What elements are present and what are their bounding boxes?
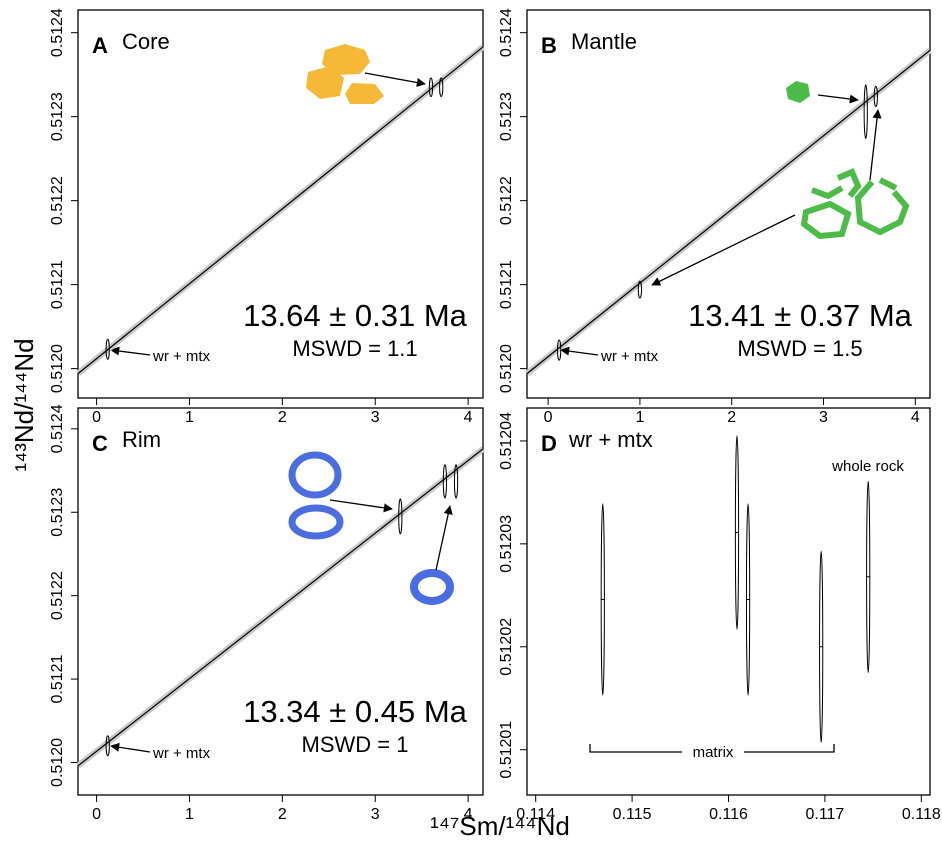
mswd: MSWD = 1.1	[292, 336, 417, 361]
decorations	[110, 44, 910, 753]
y-tick-label: 0.5122	[49, 571, 66, 620]
plot-frame	[526, 9, 931, 399]
y-tick-label: 0.51204	[498, 412, 515, 470]
age: 13.41 ± 0.37 Ma	[688, 298, 913, 333]
x-tick-label: 3	[819, 409, 828, 426]
x-tick-label: 3	[371, 806, 380, 823]
panel-title: Mantle	[571, 29, 637, 54]
panel-label: B	[541, 33, 557, 58]
mswd: MSWD = 1.5	[737, 336, 862, 361]
x-tick-label: 2	[278, 409, 287, 426]
y-tick-label: 0.5124	[498, 8, 515, 57]
y-tick-label: 0.51202	[498, 618, 515, 676]
error-ellipse	[398, 498, 403, 535]
x-tick-label: 1	[185, 409, 194, 426]
y-tick-label: 0.5121	[498, 260, 515, 309]
x-tick-label: 4	[911, 409, 920, 426]
panel-label: D	[541, 431, 557, 456]
age: 13.34 ± 0.45 Ma	[243, 694, 468, 729]
x-tick-label: 1	[185, 806, 194, 823]
x-tick-label: 0.116	[709, 806, 748, 823]
y-tick-label: 0.51203	[498, 515, 515, 573]
error-ellipse	[442, 464, 448, 499]
plot-frame	[77, 407, 484, 796]
x-tick-label: 0.117	[805, 806, 844, 823]
annotation: whole rock	[831, 458, 904, 475]
y-tick-label: 0.5124	[49, 8, 66, 57]
annotation: wr + mtx	[600, 348, 659, 365]
y-tick-label: 0.5121	[49, 260, 66, 309]
panel-label: C	[92, 431, 108, 456]
x-tick-label: 0	[544, 409, 553, 426]
y-tick-label: 0.5122	[49, 176, 66, 225]
error-ellipse	[873, 85, 878, 108]
x-tick-label: 1	[635, 409, 644, 426]
y-tick-label: 0.5123	[49, 488, 66, 537]
x-tick-label: 2	[727, 409, 736, 426]
age: 13.64 ± 0.31 Ma	[243, 298, 468, 333]
x-tick-label: 0.118	[902, 806, 941, 823]
panel-title: Rim	[122, 427, 161, 452]
x-tick-label: 0.115	[613, 806, 652, 823]
y-tick-label: 0.5120	[498, 344, 515, 393]
error-ellipse	[105, 338, 110, 360]
x-tick-label: 0.114	[516, 806, 555, 823]
error-ellipse	[637, 280, 643, 299]
error-ellipse	[453, 464, 459, 499]
y-tick-label: 0.51201	[498, 721, 515, 779]
annotation: wr + mtx	[152, 745, 211, 762]
isochron-line	[77, 448, 484, 767]
error-ellipse	[557, 339, 562, 361]
x-tick-label: 4	[464, 409, 473, 426]
error-ellipse	[439, 77, 444, 98]
isochron-line	[77, 46, 484, 375]
panel-title: wr + mtx	[568, 427, 653, 452]
x-tick-label: 0	[92, 806, 101, 823]
y-tick-label: 0.5123	[49, 92, 66, 141]
y-tick-label: 0.5123	[498, 92, 515, 141]
mswd: MSWD = 1	[302, 732, 409, 757]
x-tick-label: 2	[278, 806, 287, 823]
x-tick-label: 0	[92, 409, 101, 426]
panel-label: A	[92, 33, 108, 58]
y-axis-label: ¹⁴³Nd/¹⁴⁴Nd	[9, 338, 39, 471]
x-tick-label: 4	[464, 806, 473, 823]
y-tick-label: 0.5122	[498, 176, 515, 225]
x-axis-label: ¹⁴⁷Sm/¹⁴⁴Nd	[430, 811, 570, 841]
isochron-line	[526, 49, 931, 375]
annotation: matrix	[693, 744, 734, 761]
plot-frame	[77, 9, 484, 399]
error-ellipse	[863, 84, 868, 139]
y-tick-label: 0.5120	[49, 738, 66, 787]
y-tick-label: 0.5124	[49, 404, 66, 453]
x-tick-label: 3	[371, 409, 380, 426]
panel-title: Core	[122, 29, 170, 54]
annotation: wr + mtx	[152, 348, 211, 365]
y-tick-label: 0.5121	[49, 654, 66, 703]
y-tick-label: 0.5120	[49, 344, 66, 393]
error-ellipse	[428, 77, 434, 98]
error-ellipse	[105, 735, 110, 757]
